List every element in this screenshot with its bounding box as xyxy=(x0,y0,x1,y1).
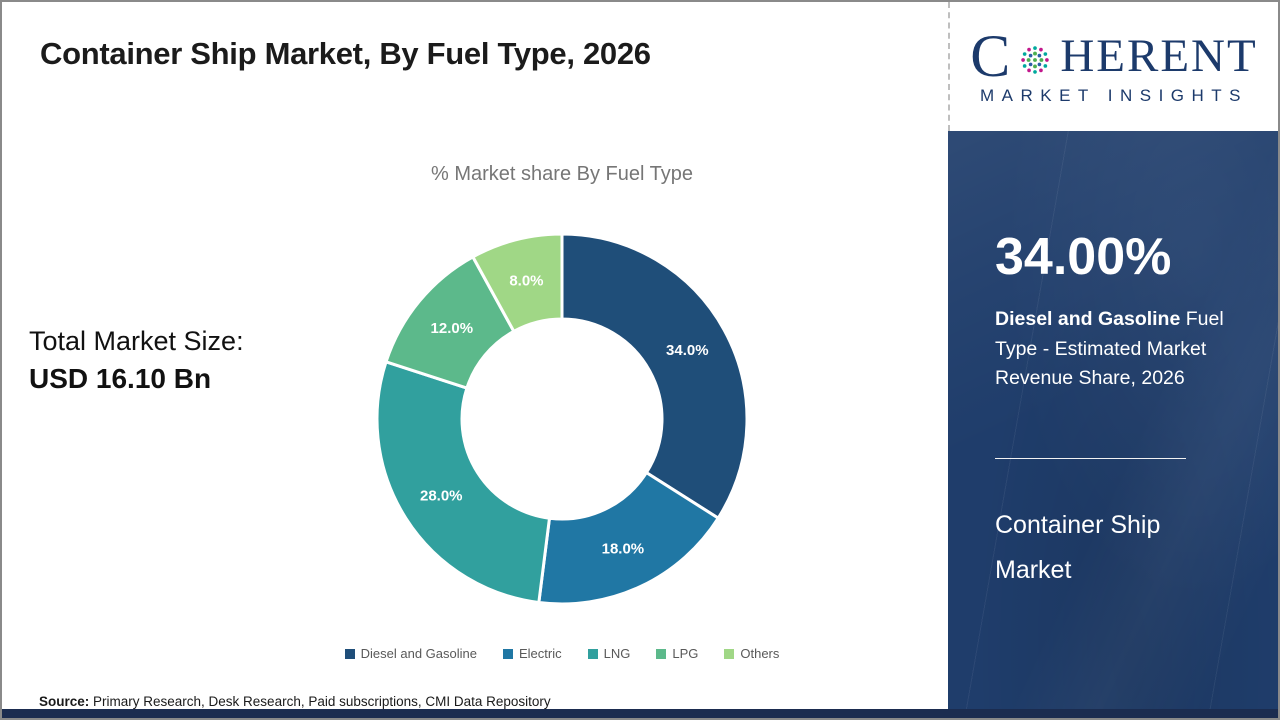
donut-segment-label: 12.0% xyxy=(431,320,474,337)
chart-area: % Market share By Fuel Type 34.0% 18.0% 28… xyxy=(332,152,792,682)
legend-swatch-icon xyxy=(344,648,355,659)
bottom-accent-bar xyxy=(2,709,1278,718)
donut-segment-label: 34.0% xyxy=(666,342,709,359)
logo-subtitle: MARKET INSIGHTS xyxy=(979,85,1249,105)
donut-segment-label: 8.0% xyxy=(509,272,543,289)
donut-chart: 34.0% 18.0% 28.0% 12.0% 8.0% xyxy=(375,232,749,606)
total-market-size-label: Total Market Size: xyxy=(29,326,244,356)
legend-item: Others xyxy=(724,646,779,661)
legend-label: Diesel and Gasoline xyxy=(360,646,477,661)
market-name: Container Ship Market xyxy=(995,511,1161,584)
chart-legend: Diesel and Gasoline Electric LNG LPG Others xyxy=(332,646,792,661)
donut-segment-label: 18.0% xyxy=(602,540,645,557)
source-line: Source: Primary Research, Desk Research,… xyxy=(39,694,551,709)
legend-swatch-icon xyxy=(587,648,598,659)
chart-title: % Market share By Fuel Type xyxy=(431,163,693,185)
highlight-sidebar: 34.00% Diesel and Gasoline Fuel Type - E… xyxy=(948,131,1278,709)
donut-segment-label: 28.0% xyxy=(420,488,463,505)
brand-logo: C HERENT xyxy=(970,22,1258,106)
source-text: Primary Research, Desk Research, Paid su… xyxy=(89,694,551,709)
highlight-stat-description: Diesel and Gasoline Fuel Type - Estimate… xyxy=(995,305,1257,394)
logo-letter-c: C xyxy=(970,22,1011,89)
legend-item: Diesel and Gasoline xyxy=(344,646,477,661)
highlight-stat-value: 34.00% xyxy=(995,228,1172,286)
donut-segment-diesel-and-gasoline xyxy=(560,232,749,520)
legend-label: Electric xyxy=(518,646,562,661)
logo-strip: C HERENT xyxy=(948,2,1278,131)
legend-item: LNG xyxy=(587,646,631,661)
donut-segment-others xyxy=(471,232,564,333)
total-market-size-value: USD 16.10 Bn xyxy=(29,363,212,394)
legend-label: LNG xyxy=(603,646,631,661)
highlight-stat-segment: Diesel and Gasoline xyxy=(995,308,1181,330)
logo-wordmark-text: HERENT xyxy=(1060,29,1258,82)
logo-wordmark: C HERENT xyxy=(970,22,1258,89)
donut-segment-lng xyxy=(375,360,551,605)
highlight-stat-rest: Fuel Type - Estimated Market Revenue Sha… xyxy=(995,308,1224,389)
legend-swatch-icon xyxy=(656,648,667,659)
legend-label: Others xyxy=(740,646,780,661)
total-market-size-block: Total Market Size: USD 16.10 Bn xyxy=(29,322,244,398)
legend-item: LPG xyxy=(656,646,698,661)
legend-swatch-icon xyxy=(724,648,735,659)
source-label: Source: xyxy=(39,694,90,709)
donut-segment-electric xyxy=(537,471,720,606)
sidebar-divider xyxy=(995,458,1186,459)
page-title: Container Ship Market, By Fuel Type, 202… xyxy=(40,36,651,71)
legend-item: Electric xyxy=(502,646,562,661)
legend-swatch-icon xyxy=(502,648,513,659)
dotted-globe-icon xyxy=(1021,45,1050,74)
legend-label: LPG xyxy=(672,646,699,661)
